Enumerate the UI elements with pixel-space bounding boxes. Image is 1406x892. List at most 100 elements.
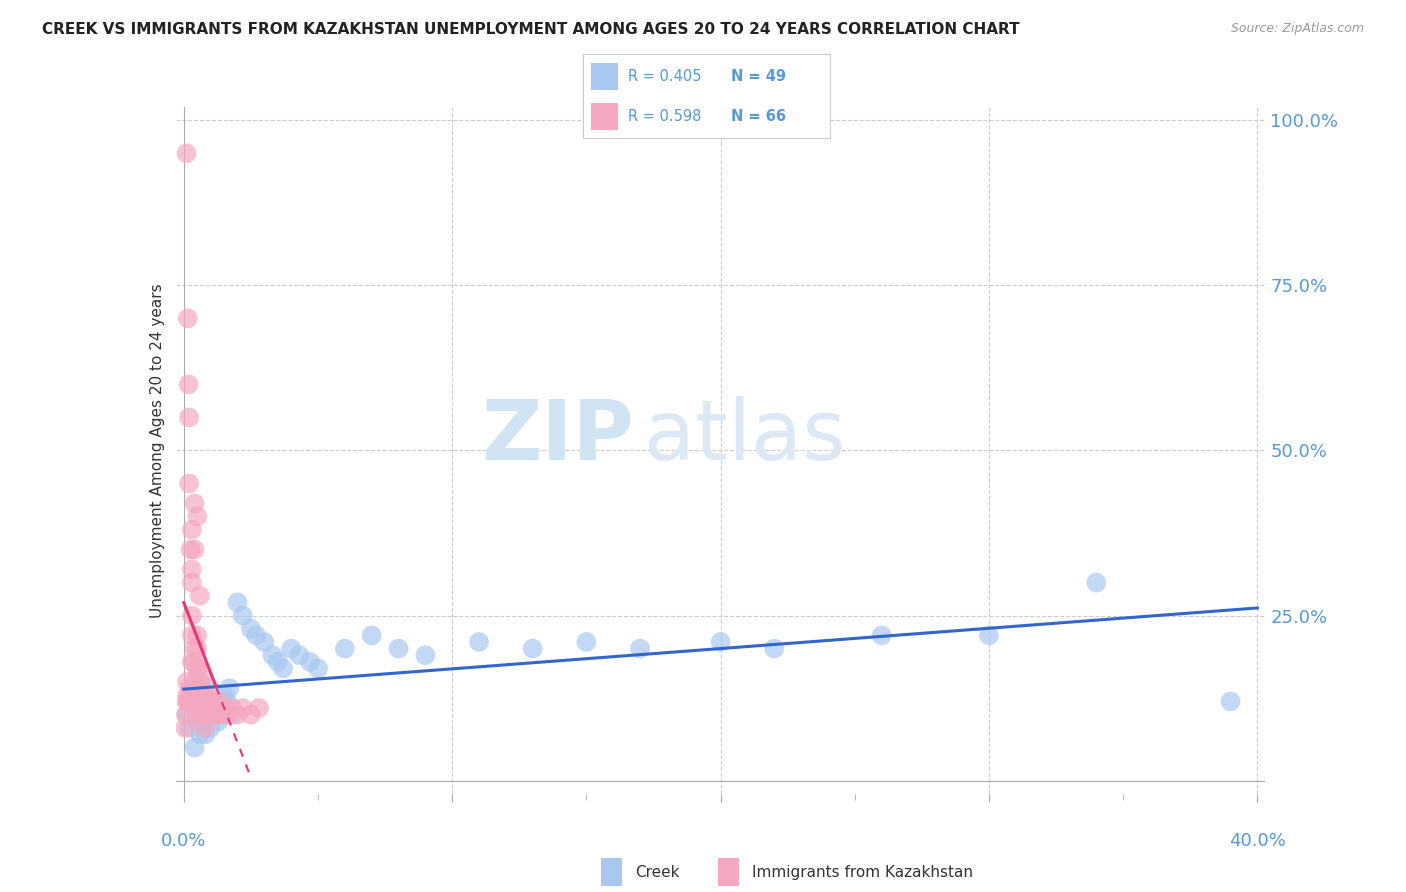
Point	[176, 146, 198, 161]
Point	[267, 655, 290, 669]
Point	[218, 681, 240, 696]
Point	[202, 694, 225, 708]
Point	[183, 542, 205, 557]
Point	[1085, 575, 1108, 590]
Point	[179, 542, 201, 557]
Text: 0.0%: 0.0%	[162, 831, 207, 850]
Point	[186, 641, 208, 656]
Point	[298, 655, 321, 669]
Point	[221, 701, 243, 715]
Point	[200, 681, 222, 696]
Point	[176, 694, 198, 708]
Point	[177, 694, 200, 708]
Point	[186, 509, 208, 524]
Point	[186, 674, 208, 689]
Text: atlas: atlas	[644, 396, 846, 477]
Point	[977, 628, 1000, 642]
Point	[288, 648, 311, 663]
Point	[205, 707, 228, 722]
Point	[194, 707, 217, 722]
Point	[188, 694, 211, 708]
Point	[188, 707, 211, 722]
Text: N = 66: N = 66	[731, 109, 786, 124]
Point	[226, 595, 249, 609]
Point	[232, 701, 254, 715]
Point	[183, 694, 205, 708]
Point	[176, 707, 198, 722]
Point	[253, 635, 276, 649]
Point	[271, 661, 294, 675]
Point	[200, 721, 222, 735]
Point	[191, 668, 214, 682]
Point	[208, 714, 231, 729]
Text: ZIP: ZIP	[481, 396, 633, 477]
Point	[180, 628, 202, 642]
Point	[307, 661, 329, 675]
Point	[415, 648, 437, 663]
Point	[262, 648, 284, 663]
Point	[200, 694, 222, 708]
Point	[179, 681, 201, 696]
Point	[183, 674, 205, 689]
Point	[183, 740, 205, 755]
Point	[194, 688, 217, 702]
Point	[194, 688, 217, 702]
Text: N = 49: N = 49	[731, 69, 786, 84]
Point	[180, 523, 202, 537]
Text: Source: ZipAtlas.com: Source: ZipAtlas.com	[1230, 22, 1364, 36]
Point	[179, 410, 201, 425]
Point	[628, 641, 651, 656]
Point	[188, 688, 211, 702]
Point	[174, 707, 197, 722]
Point	[202, 694, 225, 708]
Point	[188, 681, 211, 696]
Point	[183, 496, 205, 510]
Point	[179, 476, 201, 491]
Point	[179, 721, 201, 735]
Point	[174, 721, 197, 735]
Point	[710, 635, 733, 649]
Point	[522, 641, 544, 656]
Point	[197, 694, 219, 708]
Point	[176, 674, 198, 689]
Point	[387, 641, 409, 656]
Point	[209, 707, 232, 722]
Point	[180, 694, 202, 708]
Point	[194, 727, 217, 741]
Point	[186, 707, 208, 722]
Point	[179, 694, 201, 708]
FancyBboxPatch shape	[591, 103, 619, 130]
Y-axis label: Unemployment Among Ages 20 to 24 years: Unemployment Among Ages 20 to 24 years	[149, 283, 165, 618]
Point	[176, 688, 198, 702]
Point	[188, 589, 211, 603]
Point	[212, 688, 235, 702]
Point	[468, 635, 491, 649]
Point	[191, 694, 214, 708]
Point	[183, 655, 205, 669]
Point	[575, 635, 598, 649]
Point	[179, 694, 201, 708]
Point	[191, 681, 214, 696]
FancyBboxPatch shape	[591, 62, 619, 90]
Point	[226, 707, 249, 722]
Point	[186, 661, 208, 675]
Point	[215, 707, 238, 722]
Point	[239, 707, 262, 722]
Text: CREEK VS IMMIGRANTS FROM KAZAKHSTAN UNEMPLOYMENT AMONG AGES 20 TO 24 YEARS CORRE: CREEK VS IMMIGRANTS FROM KAZAKHSTAN UNEM…	[42, 22, 1019, 37]
Point	[180, 694, 202, 708]
Point	[197, 707, 219, 722]
Point	[205, 707, 228, 722]
Point	[763, 641, 786, 656]
Point	[188, 727, 211, 741]
Point	[180, 562, 202, 576]
Point	[232, 608, 254, 623]
Point	[194, 707, 217, 722]
Point	[177, 377, 200, 392]
Text: Creek: Creek	[636, 865, 681, 880]
Point	[209, 701, 232, 715]
Point	[180, 575, 202, 590]
Text: R = 0.405: R = 0.405	[627, 69, 702, 84]
Point	[1219, 694, 1241, 708]
Point	[245, 628, 267, 642]
Point	[191, 714, 214, 729]
